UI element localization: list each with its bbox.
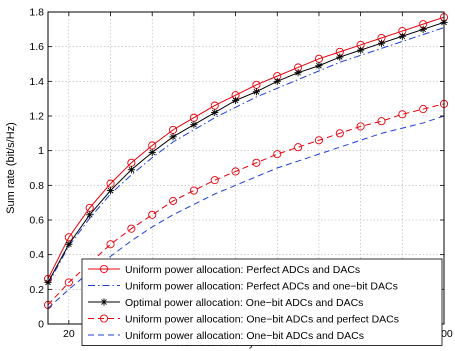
data-point xyxy=(106,240,115,249)
y-tick-label: 0.6 xyxy=(29,215,44,227)
data-point xyxy=(336,53,344,61)
legend-item: Uniform power allocation: One−bit ADCs a… xyxy=(88,313,399,325)
series-line xyxy=(47,27,445,285)
y-tick-label: 1.2 xyxy=(29,111,44,123)
legend-item: Uniform power allocation: One−bit ADCs a… xyxy=(88,330,364,342)
data-point xyxy=(64,278,73,287)
legend-label: Optimal power allocation: One−bit ADCs a… xyxy=(125,297,363,309)
data-point xyxy=(231,96,240,104)
data-point xyxy=(210,176,219,185)
y-axis-label: Sum rate (bit/s/Hz) xyxy=(5,122,17,214)
y-tick-label: 0.4 xyxy=(29,249,44,261)
series-5 xyxy=(47,115,445,309)
data-point xyxy=(419,25,427,33)
data-point xyxy=(169,196,178,205)
data-point xyxy=(106,186,115,195)
data-point xyxy=(398,32,406,40)
data-point xyxy=(189,186,198,195)
legend-swatch-marker xyxy=(99,264,109,274)
legend-label: Uniform power allocation: One−bit ADCs a… xyxy=(125,330,364,342)
data-point xyxy=(294,69,302,77)
data-point xyxy=(148,148,156,156)
series-line xyxy=(47,115,445,309)
data-point xyxy=(377,39,386,47)
legend-item: Optimal power allocation: One−bit ADCs a… xyxy=(88,297,363,309)
data-point xyxy=(190,121,198,129)
y-tick-label: 1 xyxy=(38,145,44,157)
data-point xyxy=(231,167,240,176)
y-tick-label: 0.2 xyxy=(29,284,44,296)
data-point xyxy=(377,117,386,126)
data-point xyxy=(252,158,261,167)
data-point xyxy=(273,77,281,85)
legend-label: Uniform power allocation: Perfect ADCs a… xyxy=(125,280,398,292)
data-point xyxy=(127,224,136,233)
y-tick-label: 1.4 xyxy=(29,76,44,88)
y-tick-label: 0.8 xyxy=(29,180,44,192)
data-point xyxy=(357,46,365,54)
data-point xyxy=(315,62,323,70)
data-point xyxy=(211,108,219,117)
data-point xyxy=(419,105,428,114)
data-point xyxy=(273,150,282,159)
legend-item: Uniform power allocation: Perfect ADCs a… xyxy=(88,280,398,292)
series-3 xyxy=(44,18,448,286)
legend-label: Uniform power allocation: Perfect ADCs a… xyxy=(125,264,360,276)
data-point xyxy=(335,129,344,138)
legend-swatch-marker xyxy=(99,314,109,323)
legend-label: Uniform power allocation: One−bit ADCs a… xyxy=(125,313,399,325)
data-point xyxy=(86,211,94,219)
data-point xyxy=(314,136,323,145)
series-line xyxy=(47,21,445,283)
data-point xyxy=(398,110,407,119)
legend-box xyxy=(81,258,443,346)
data-point xyxy=(148,210,157,219)
data-point xyxy=(294,143,303,152)
data-point xyxy=(252,88,261,96)
series-2 xyxy=(47,27,445,285)
data-point xyxy=(127,166,135,174)
data-point xyxy=(169,133,177,141)
y-tick-label: 1.8 xyxy=(29,7,44,19)
legend: Uniform power allocation: Perfect ADCs a… xyxy=(81,258,443,346)
legend-swatch-marker xyxy=(100,298,108,306)
x-tick-label: 20 xyxy=(63,328,75,340)
y-tick-label: 0 xyxy=(38,319,44,331)
legend-item: Uniform power allocation: Perfect ADCs a… xyxy=(88,264,360,276)
y-tick-label: 1.6 xyxy=(29,41,44,53)
data-point xyxy=(356,122,365,131)
data-point xyxy=(65,240,73,248)
series-1 xyxy=(43,13,449,283)
